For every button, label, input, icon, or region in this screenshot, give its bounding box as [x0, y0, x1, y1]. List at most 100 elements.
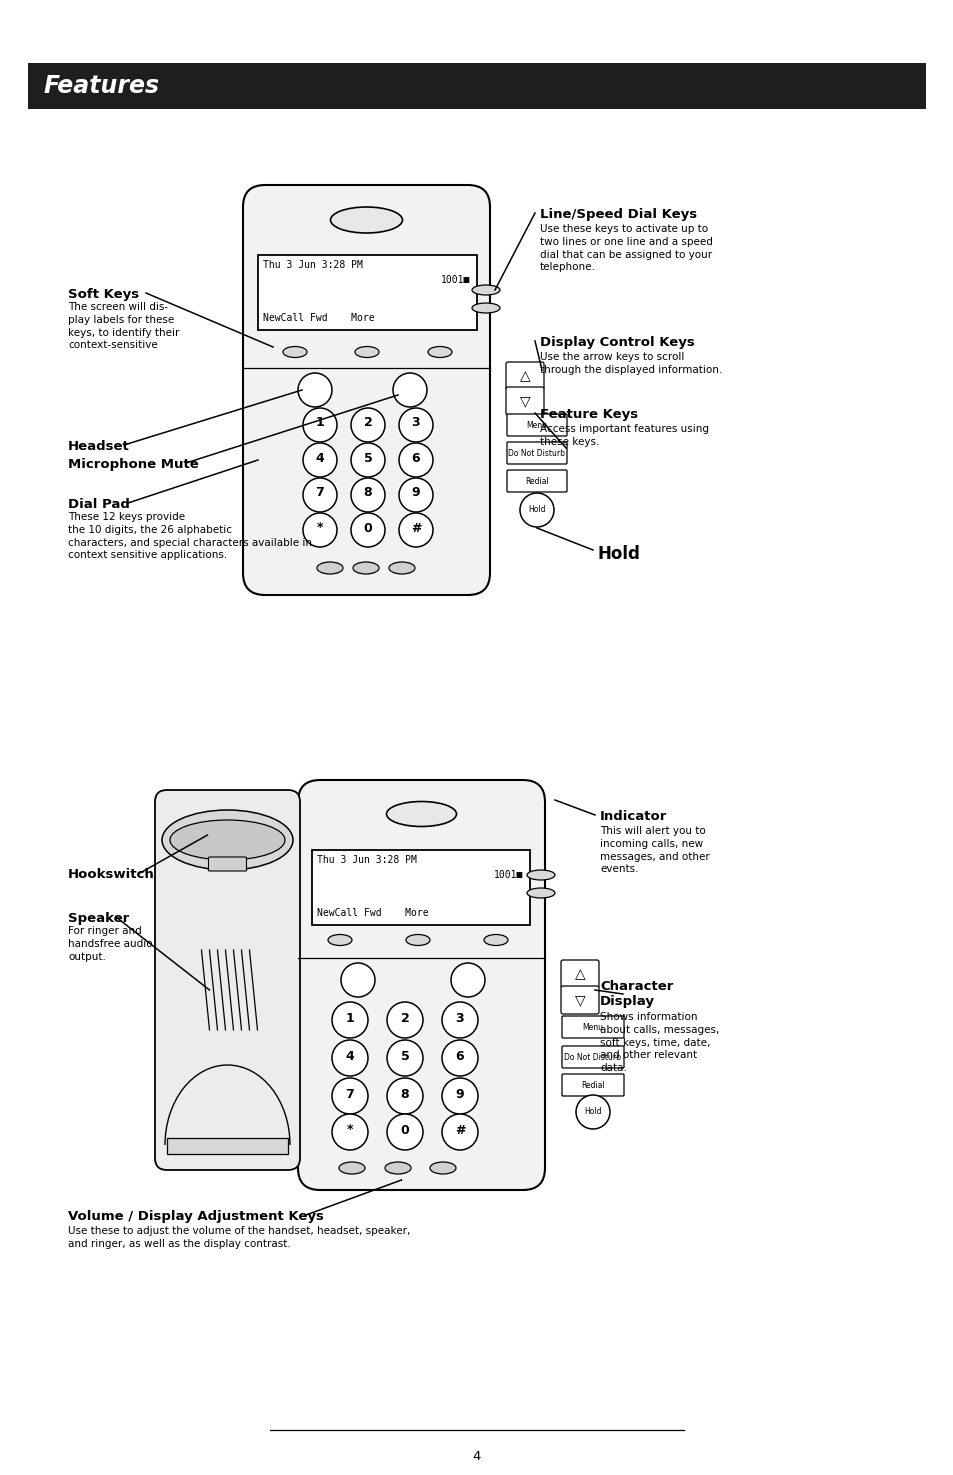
Ellipse shape	[162, 810, 293, 870]
Circle shape	[351, 513, 385, 547]
FancyBboxPatch shape	[560, 985, 598, 1013]
Text: Character
Display: Character Display	[599, 979, 673, 1007]
Ellipse shape	[316, 562, 343, 574]
Circle shape	[332, 1040, 368, 1075]
Text: Do Not Disturb: Do Not Disturb	[564, 1053, 620, 1062]
Text: Redial: Redial	[580, 1081, 604, 1090]
Text: #: #	[411, 522, 421, 534]
Circle shape	[332, 1078, 368, 1114]
Circle shape	[387, 1002, 422, 1038]
Circle shape	[303, 442, 336, 476]
Ellipse shape	[472, 302, 499, 313]
Text: 2: 2	[400, 1012, 409, 1025]
Text: 1001■: 1001■	[440, 274, 470, 285]
Text: 9: 9	[456, 1087, 464, 1100]
Circle shape	[351, 442, 385, 476]
Text: Features: Features	[44, 74, 160, 97]
Text: Hold: Hold	[583, 1108, 601, 1117]
Ellipse shape	[385, 1162, 411, 1174]
FancyBboxPatch shape	[561, 1016, 623, 1038]
Circle shape	[303, 409, 336, 442]
Circle shape	[576, 1094, 609, 1128]
Text: The screen will dis-
play labels for these
keys, to identify their
context-sensi: The screen will dis- play labels for the…	[68, 302, 179, 351]
Circle shape	[332, 1002, 368, 1038]
Text: 0: 0	[400, 1124, 409, 1137]
Text: 8: 8	[400, 1087, 409, 1100]
Ellipse shape	[389, 562, 415, 574]
Text: △: △	[519, 369, 530, 384]
Text: NewCall Fwd    More: NewCall Fwd More	[263, 313, 375, 323]
Ellipse shape	[430, 1162, 456, 1174]
Text: Hookswitch: Hookswitch	[68, 867, 154, 881]
Text: ▽: ▽	[519, 394, 530, 409]
Text: #: #	[455, 1124, 465, 1137]
Circle shape	[398, 478, 433, 512]
Circle shape	[441, 1002, 477, 1038]
Text: 4: 4	[345, 1050, 354, 1062]
Text: 5: 5	[363, 451, 372, 465]
Ellipse shape	[526, 888, 555, 898]
FancyBboxPatch shape	[506, 442, 566, 465]
FancyBboxPatch shape	[561, 1074, 623, 1096]
Circle shape	[351, 478, 385, 512]
Ellipse shape	[483, 935, 507, 945]
Text: Microphone Mute: Microphone Mute	[68, 459, 198, 471]
Text: 1: 1	[315, 416, 324, 429]
Text: Thu 3 Jun 3:28 PM: Thu 3 Jun 3:28 PM	[316, 855, 416, 864]
Text: Feature Keys: Feature Keys	[539, 409, 638, 420]
Ellipse shape	[338, 1162, 365, 1174]
Ellipse shape	[428, 347, 452, 357]
Text: 3: 3	[412, 416, 420, 429]
FancyBboxPatch shape	[209, 857, 246, 872]
Text: Use these keys to activate up to
two lines or one line and a speed
dial that can: Use these keys to activate up to two lin…	[539, 224, 712, 273]
FancyBboxPatch shape	[561, 1046, 623, 1068]
Text: Hold: Hold	[598, 544, 640, 563]
Text: 0: 0	[363, 522, 372, 534]
Bar	[257, 255, 476, 330]
Bar	[167, 1139, 288, 1153]
Text: Menu: Menu	[526, 420, 547, 429]
Text: Dial Pad: Dial Pad	[68, 499, 130, 510]
Text: 6: 6	[412, 451, 420, 465]
Text: This will alert you to
incoming calls, new
messages, and other
events.: This will alert you to incoming calls, n…	[599, 826, 709, 875]
Text: *: *	[316, 522, 323, 534]
FancyBboxPatch shape	[243, 184, 490, 594]
Text: 3: 3	[456, 1012, 464, 1025]
Text: ▽: ▽	[574, 993, 585, 1007]
Text: Menu: Menu	[582, 1022, 603, 1031]
FancyBboxPatch shape	[154, 791, 299, 1170]
Text: For ringer and
handsfree audio
output.: For ringer and handsfree audio output.	[68, 926, 152, 962]
Circle shape	[303, 513, 336, 547]
Text: 6: 6	[456, 1050, 464, 1062]
Ellipse shape	[283, 347, 307, 357]
Ellipse shape	[472, 285, 499, 295]
Ellipse shape	[170, 820, 285, 860]
Text: 7: 7	[315, 487, 324, 500]
Text: Soft Keys: Soft Keys	[68, 288, 139, 301]
Text: 4: 4	[315, 451, 324, 465]
Circle shape	[398, 442, 433, 476]
Text: Shows information
about calls, messages,
soft keys, time, date,
and other releva: Shows information about calls, messages,…	[599, 1012, 719, 1074]
Circle shape	[519, 493, 554, 527]
Ellipse shape	[406, 935, 430, 945]
Circle shape	[441, 1114, 477, 1150]
FancyBboxPatch shape	[560, 960, 598, 988]
Circle shape	[393, 373, 427, 407]
Text: Speaker: Speaker	[68, 912, 129, 925]
Text: These 12 keys provide
the 10 digits, the 26 alphabetic
characters, and special c: These 12 keys provide the 10 digits, the…	[68, 512, 312, 560]
Text: Indicator: Indicator	[599, 810, 667, 823]
Text: Line/Speed Dial Keys: Line/Speed Dial Keys	[539, 208, 697, 221]
Circle shape	[351, 409, 385, 442]
Bar	[312, 850, 530, 925]
Circle shape	[387, 1114, 422, 1150]
Text: Volume / Display Adjustment Keys: Volume / Display Adjustment Keys	[68, 1210, 323, 1223]
Circle shape	[387, 1040, 422, 1075]
Circle shape	[398, 513, 433, 547]
Text: Thu 3 Jun 3:28 PM: Thu 3 Jun 3:28 PM	[263, 260, 362, 270]
Text: 5: 5	[400, 1050, 409, 1062]
FancyBboxPatch shape	[297, 780, 544, 1190]
Text: Access important features using
these keys.: Access important features using these ke…	[539, 423, 708, 447]
FancyBboxPatch shape	[505, 361, 543, 389]
Circle shape	[398, 409, 433, 442]
Circle shape	[441, 1078, 477, 1114]
